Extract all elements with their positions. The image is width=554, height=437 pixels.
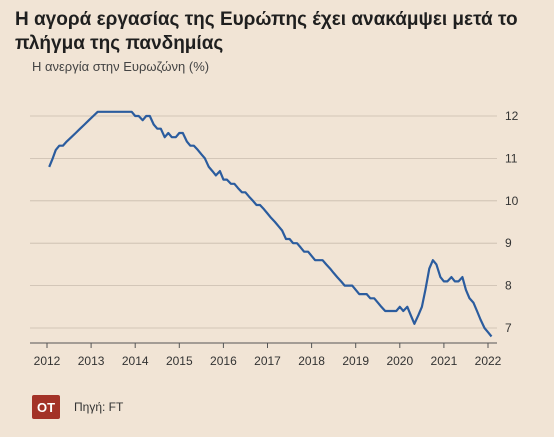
x-tick-label: 2016 — [210, 354, 237, 368]
x-tick-label: 2017 — [254, 354, 281, 368]
y-tick-label: 11 — [505, 151, 518, 165]
x-tick-label: 2022 — [475, 354, 502, 368]
x-tick-label: 2018 — [298, 354, 325, 368]
chart-subtitle: Η ανεργία στην Ευρωζώνη (%) — [32, 59, 210, 74]
x-tick-label: 2012 — [34, 354, 61, 368]
footer: OT Πηγή: FT — [32, 395, 123, 419]
y-tick-label: 8 — [505, 279, 512, 293]
y-tick-label: 12 — [505, 109, 519, 123]
x-tick-label: 2015 — [166, 354, 193, 368]
y-tick-label: 7 — [505, 321, 512, 335]
x-tick-label: 2019 — [342, 354, 369, 368]
series-line-unemployment — [48, 110, 493, 338]
x-tick-label: 2021 — [431, 354, 458, 368]
y-tick-label: 9 — [505, 236, 512, 250]
x-tick-label: 2014 — [122, 354, 149, 368]
ot-logo: OT — [32, 395, 60, 419]
source-label: Πηγή: FT — [74, 400, 124, 414]
x-tick-label: 2013 — [78, 354, 105, 368]
x-tick-label: 2020 — [386, 354, 413, 368]
y-tick-label: 10 — [505, 194, 519, 208]
page-title: Η αγορά εργασίας της Ευρώπης έχει ανακάμ… — [15, 9, 518, 54]
